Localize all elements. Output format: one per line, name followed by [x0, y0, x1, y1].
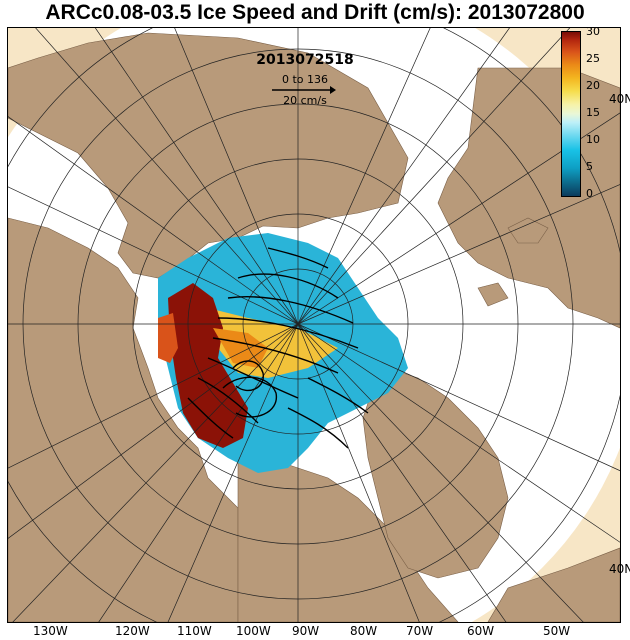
- colorbar-tick: 30: [586, 25, 600, 38]
- vector-scale: 20 cm/s: [283, 94, 327, 107]
- vector-range: 0 to 136: [281, 73, 329, 86]
- vector-date: 2013072518: [256, 52, 354, 68]
- longitude-label: 70W: [406, 624, 434, 638]
- longitude-label: 110W: [177, 624, 212, 638]
- land-labrador: [487, 547, 620, 622]
- longitude-label: 100W: [236, 624, 271, 638]
- land-svalbard: [477, 282, 509, 307]
- colorbar: [561, 31, 581, 197]
- map-frame: [7, 27, 621, 623]
- land-greenland: [362, 367, 509, 579]
- longitude-label: 80W: [350, 624, 378, 638]
- colorbar-tick: 20: [586, 79, 600, 92]
- vector-scale-arrow: [272, 86, 336, 94]
- ice-fast-edge: [158, 313, 178, 363]
- colorbar-tick: 5: [586, 160, 593, 173]
- latitude-label: 40N: [609, 92, 630, 106]
- longitude-label: 130W: [33, 624, 68, 638]
- land-novaya-zemlya: [507, 217, 549, 244]
- ice-orange-band: [213, 328, 268, 368]
- longitude-label: 60W: [467, 624, 495, 638]
- longitude-label: 120W: [115, 624, 150, 638]
- longitude-label: 90W: [292, 624, 320, 638]
- colorbar-tick: 0: [586, 187, 593, 200]
- meridians: [8, 28, 620, 622]
- colorbar-tick: 15: [586, 106, 600, 119]
- drift-vectors: [187, 247, 369, 449]
- colorbar-tick: 25: [586, 52, 600, 65]
- latitude-label: 40N: [609, 562, 630, 576]
- colorbar-tick: 10: [586, 133, 600, 146]
- land-siberia: [8, 32, 409, 279]
- arctic-map: [8, 28, 620, 622]
- longitude-label: 50W: [543, 624, 571, 638]
- map-title: ARCc0.08-03.5 Ice Speed and Drift (cm/s)…: [45, 1, 585, 24]
